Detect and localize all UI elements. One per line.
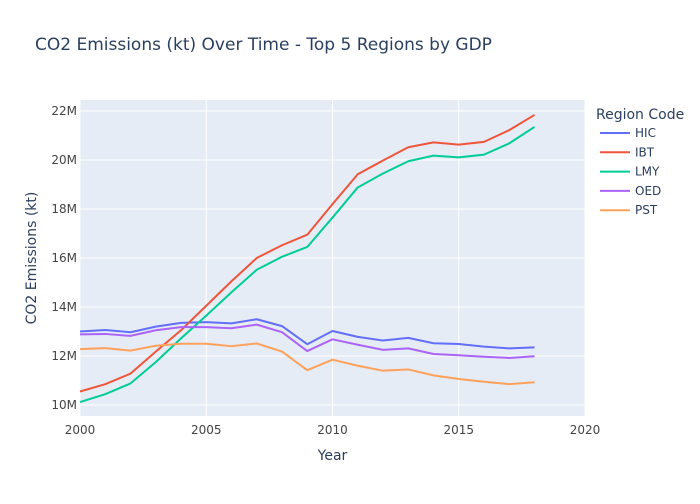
x-tick-label: 2005 [191,423,222,437]
series-line-oed [79,323,535,359]
legend-item-label: PST [635,203,658,217]
chart-title: CO2 Emissions (kt) Over Time - Top 5 Reg… [35,35,492,55]
legend-item-label: OED [635,184,661,198]
legend: HIC IBT LMY OED PST [600,126,661,217]
y-tick-label: 16M [51,251,77,265]
series-line-ibt [79,114,536,393]
x-tick-label: 2000 [65,423,96,437]
y-tick-label: 18M [51,202,77,216]
legend-item-label: HIC [635,126,656,140]
x-tick-label: 2020 [570,423,601,437]
y-axis-label: CO2 Emissions (kt) [24,192,40,325]
y-tick-label: 10M [51,398,77,412]
y-axis-ticks: 10M 12M 14M 16M 18M 20M 22M [51,104,77,412]
x-tick-label: 2015 [443,423,474,437]
legend-title: Region Code [596,107,684,123]
y-tick-label: 20M [51,153,77,167]
y-tick-label: 22M [51,104,77,118]
x-axis-label: Year [317,448,348,464]
x-tick-label: 2010 [317,423,348,437]
series-line-hic [79,318,535,350]
series-line-pst [79,342,535,386]
legend-item-label: IBT [635,145,655,159]
series-lines [79,114,536,403]
y-tick-label: 14M [51,300,77,314]
gridlines [79,100,586,416]
legend-item-label: LMY [635,165,660,179]
y-tick-label: 12M [51,349,77,363]
x-axis-ticks: 2000 2005 2010 2015 2020 [65,423,601,437]
series-line-lmy [79,126,536,403]
